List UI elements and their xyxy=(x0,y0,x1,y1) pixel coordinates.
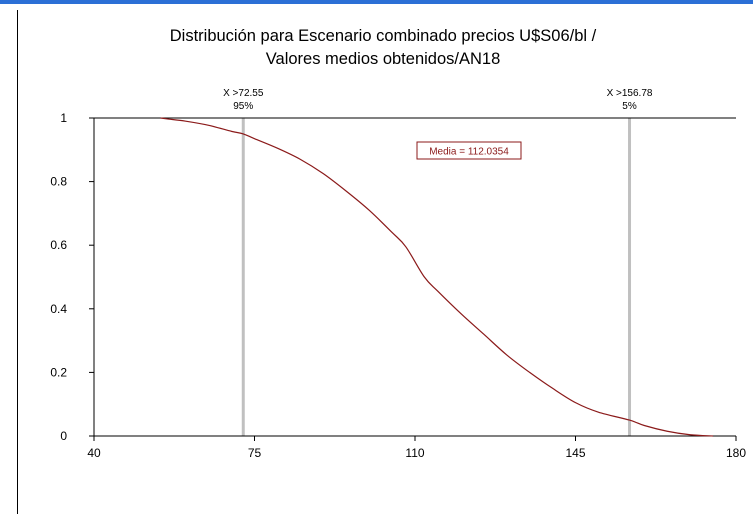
tick-layer: 40 75 110 145 180 0 0.2 0.4 0.6 0.8 1 xyxy=(50,111,746,460)
x-tick-label: 40 xyxy=(87,446,101,460)
axes-layer xyxy=(93,117,736,437)
y-tick-label: 0.4 xyxy=(50,302,67,316)
percentile-marker-pct: 5% xyxy=(622,101,637,112)
curve-layer xyxy=(160,117,714,437)
x-tick-label: 110 xyxy=(405,446,424,460)
y-tick-label: 0.2 xyxy=(50,365,67,379)
x-tick-label: 180 xyxy=(726,446,746,460)
top-accent-bar xyxy=(0,0,753,4)
percentile-marker-label: X >72.55 xyxy=(223,88,264,99)
distribution-curve xyxy=(160,117,714,437)
y-tick-label: 0 xyxy=(60,429,67,443)
mean-annotation-text: Media = 112.0354 xyxy=(429,147,509,158)
y-tick-label: 0.6 xyxy=(50,238,67,252)
percentile-marker-pct: 95% xyxy=(233,101,253,112)
chart-title-line-2: Valores medios obtenidos/AN18 xyxy=(266,50,501,68)
mean-annotation-box: Media = 112.0354 xyxy=(416,141,522,160)
y-tick-label: 0.8 xyxy=(50,175,67,189)
mean-annotation-frame xyxy=(416,141,522,160)
x-tick-label: 145 xyxy=(565,446,585,460)
x-tick-label: 75 xyxy=(248,446,262,460)
percentile-marker-label: X >156.78 xyxy=(607,88,653,99)
chart-title-line-1: Distribución para Escenario combinado pr… xyxy=(170,27,597,45)
marker-layer: X >72.55 95% X >156.78 5% xyxy=(223,88,653,436)
y-tick-label: 1 xyxy=(60,111,67,125)
